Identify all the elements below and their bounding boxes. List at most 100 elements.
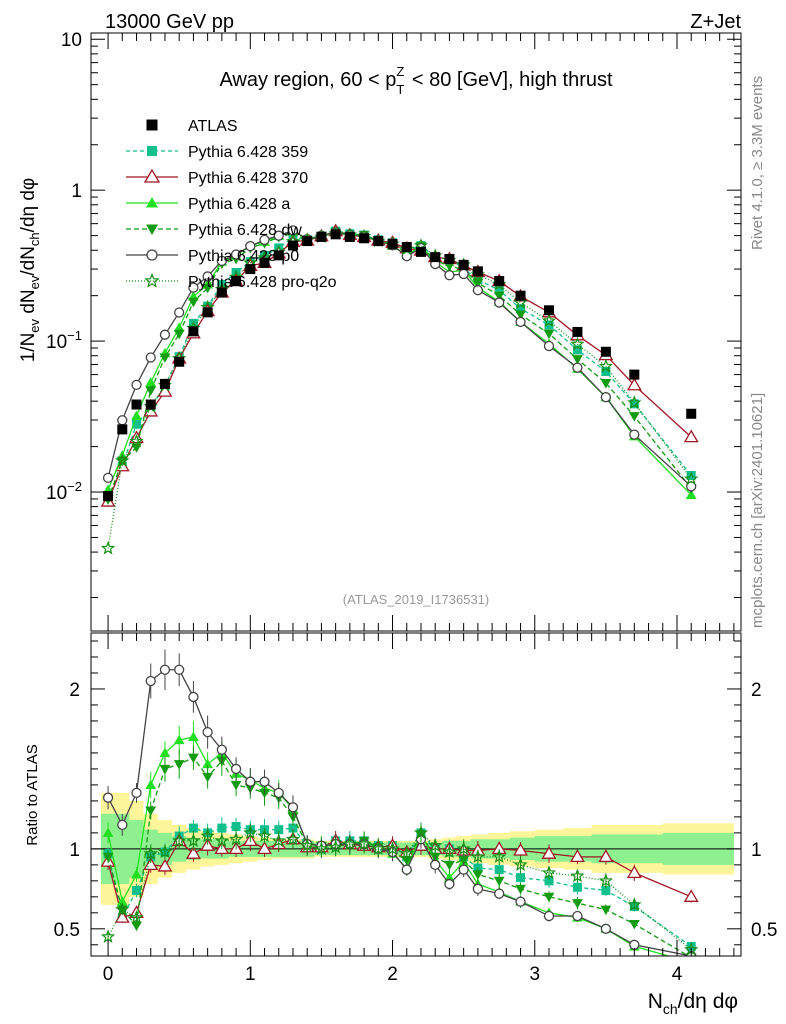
series-point [543,340,555,352]
series-point [541,313,557,328]
series-ratio-point [230,763,242,775]
series-ratio-point [385,841,400,855]
data-point [600,346,611,357]
series-ratio-point [174,664,185,675]
series-ratio-point [159,764,171,775]
series-ratio-line [107,736,671,956]
series-point [572,362,583,373]
data-point [458,259,469,270]
data-point [472,266,483,277]
ratio-tick-labels: 0 1 2 3 4 0.5 0.5 1 1 2 2 [54,680,778,985]
series-ratio-point [217,823,227,833]
series-point [472,285,484,296]
data-point [373,236,384,247]
series-point [598,358,614,373]
series-ratio-point [202,758,214,769]
series-ratio-point [188,753,199,764]
series-point [683,429,699,443]
main-y-axis-label: 1/Nev dNev/dNch/dη dφ [18,178,42,363]
series-point [684,471,699,486]
series-ratio-point [686,941,696,951]
series-ratio-point [458,864,469,875]
series-point [131,379,142,390]
series-ratio-point [172,833,187,847]
series-ratio-point [145,779,157,789]
legend-marker [146,249,158,261]
legend-label: Pythia 6.428 p0 [188,248,299,265]
series-ratio-point [257,841,272,855]
series-point [157,384,173,397]
series-ratio-point [159,664,171,675]
series-ratio-point [116,896,128,906]
series-ratio-line [107,669,692,956]
series-point [173,322,185,332]
series-ratio-point [428,838,443,852]
series-point [159,329,171,340]
series-point [216,255,228,266]
series-point [543,329,555,340]
series-ratio-line [107,831,692,951]
series-pro-q2o-ratio [100,822,699,956]
main-plot-area [100,223,699,555]
series-ratio-point [541,846,557,859]
series-ratio-point [186,833,201,847]
series-ratio-point [300,838,315,852]
series-ratio-point [132,885,142,895]
data-point [273,250,284,261]
series-point [572,345,582,355]
series-ratio-point [173,734,185,745]
series-ratio-point [570,849,585,863]
series-point [493,291,505,302]
series-ratio-point [570,868,585,883]
series-ratio-point [342,836,358,851]
series-ratio-point [494,865,504,875]
series-point [572,355,583,365]
series-ratio-line [107,756,690,956]
series-ratio-point [143,846,158,860]
data-point [259,257,270,268]
legend-label: Pythia 6.428 pro-q2o [188,274,337,291]
data-point [216,287,227,298]
main-y-tick-label: 10−1 [46,328,82,353]
series-point [494,297,505,308]
series-point [173,329,185,340]
ratio-panel: 0 1 2 3 4 0.5 0.5 1 1 2 2 Ratio to ATLAS Nch/dη dφ [24,632,778,1017]
legend-entry: Pythia 6.428 p0 [126,248,299,265]
series-ratio-point [157,858,173,872]
legend-marker [146,119,158,131]
series-ratio-point [131,787,142,799]
series-ratio-point [371,841,386,855]
series-ratio-point [188,731,199,741]
series-ratio-point [541,865,557,879]
series-ratio-point [274,825,284,835]
series-point [100,540,116,555]
series-ratio-point [493,876,505,887]
series-ratio-point [598,849,614,863]
data-point [103,491,114,502]
legend-entry: Pythia 6.428 370 [126,168,308,187]
series-ratio-point [600,923,612,934]
data-point [359,233,370,244]
series-ratio-point [628,919,640,930]
series-ratio-point [572,910,583,922]
series-point [273,230,284,241]
data-point [543,305,554,316]
analysis-label: (ATLAS_2019_I1736531) [343,592,489,607]
series-ratio-point [314,841,329,855]
series-atlas-data [103,229,697,502]
series-ratio-point [102,792,114,803]
series-point [145,377,157,387]
series-ratio-line [107,838,692,919]
data-point [430,252,441,263]
series-ratio-point [328,839,343,854]
series-ratio-point [100,929,116,943]
series-point [230,249,242,260]
data-point [316,231,327,242]
series-ratio-point [159,747,171,757]
series-ratio-point [627,897,642,911]
series-ratio-line [107,825,692,947]
legend-label: Pythia 6.428 359 [188,144,308,161]
series-ratio-point [145,675,156,687]
data-point [202,307,213,318]
series-point [685,489,697,499]
